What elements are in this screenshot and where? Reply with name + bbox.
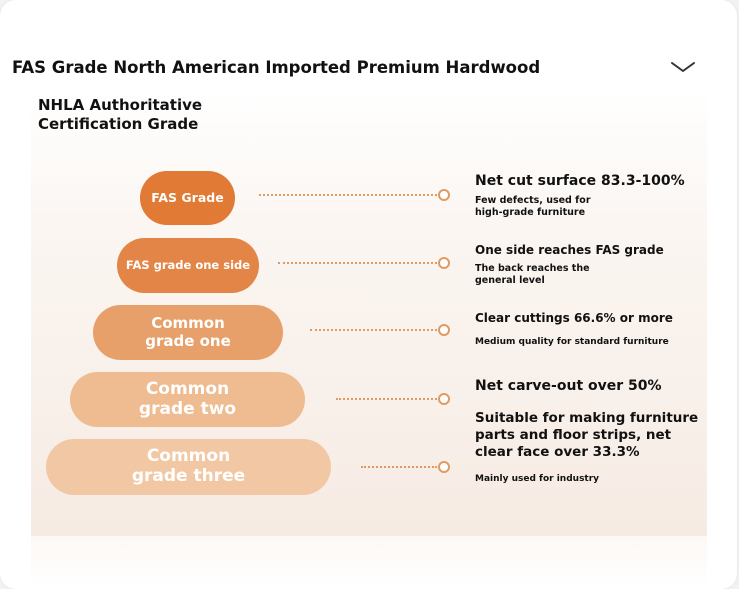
grade-pill-common-two: Common grade two — [70, 372, 305, 427]
grade-pill-label: Common — [146, 446, 231, 467]
connector-line — [361, 466, 437, 468]
grade-desc-line: Suitable for making furniture — [475, 410, 699, 426]
connector-ring-icon — [438, 189, 450, 201]
connector-ring-icon — [438, 461, 450, 473]
grade-pill-label: grade three — [131, 466, 246, 486]
grade-pill-label: FAS Grade — [151, 189, 224, 205]
grade-desc-title: Net carve-out over 50% — [475, 378, 662, 394]
infographic-footer — [31, 536, 707, 589]
grade-desc-title: One side reaches FAS grade — [475, 243, 664, 257]
grade-desc-line: clear face over 33.3% — [475, 444, 640, 460]
grade-desc-title: Clear cuttings 66.6% or more — [475, 311, 673, 325]
grade-pill-label: Common — [145, 378, 230, 399]
grade-desc-line: parts and floor strips, net — [475, 427, 672, 443]
collapse-toggle-button[interactable] — [668, 58, 698, 76]
grade-desc-line: high-grade furniture — [475, 207, 586, 218]
grade-desc-title: Mainly used for industry — [475, 474, 600, 484]
subtitle-line-2: Certification Grade — [38, 115, 199, 133]
connector-line — [278, 262, 437, 264]
connector-line — [336, 398, 437, 400]
chevron-down-icon — [671, 62, 695, 72]
connector-ring-icon — [438, 393, 450, 405]
grade-desc-title: Net cut surface 83.3-100% — [475, 173, 685, 189]
grade-desc-line: general level — [475, 275, 545, 286]
connector-line — [310, 329, 437, 331]
connector-ring-icon — [438, 324, 450, 336]
infographic-subtitle: NHLA Authoritative Certification Grade — [31, 96, 202, 134]
subtitle-line-1: NHLA Authoritative — [38, 96, 203, 114]
grade-pill-fas: FAS Grade — [140, 171, 235, 225]
grade-pill-label: grade two — [138, 398, 237, 419]
grade-pill-label: grade one — [145, 331, 231, 350]
grade-pill-fas-one-side: FAS grade one side — [117, 238, 259, 293]
grade-pill-common-three: Common grade three — [46, 439, 331, 495]
connector-ring-icon — [438, 257, 450, 269]
grade-desc-line: Medium quality for standard furniture — [475, 337, 669, 347]
grade-desc-line: The back reaches the — [475, 263, 590, 274]
grade-pill-common-one: Common grade one — [93, 305, 283, 360]
grade-pill-label: Common — [151, 314, 225, 333]
grade-desc-line: Few defects, used for — [475, 195, 591, 206]
grade-pill-label: FAS grade one side — [125, 257, 251, 272]
section-title: FAS Grade North American Imported Premiu… — [12, 58, 541, 77]
connector-line — [259, 194, 437, 196]
